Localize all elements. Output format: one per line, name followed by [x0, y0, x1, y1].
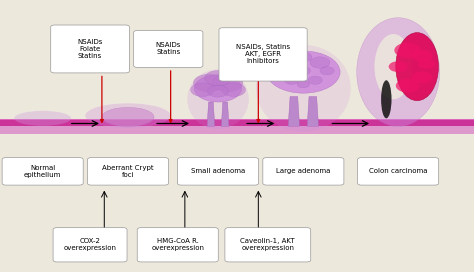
Ellipse shape — [297, 81, 310, 88]
FancyBboxPatch shape — [225, 228, 311, 262]
FancyBboxPatch shape — [177, 158, 259, 185]
Bar — [0, 119, 474, 120]
Ellipse shape — [14, 111, 71, 126]
Ellipse shape — [296, 67, 310, 75]
Ellipse shape — [191, 83, 214, 97]
FancyBboxPatch shape — [357, 158, 439, 185]
Ellipse shape — [205, 70, 231, 86]
Ellipse shape — [194, 75, 242, 102]
Ellipse shape — [208, 85, 228, 97]
Ellipse shape — [310, 57, 330, 68]
Ellipse shape — [284, 76, 299, 84]
Text: Small adenoma: Small adenoma — [191, 168, 245, 174]
Text: Colon carcinoma: Colon carcinoma — [369, 168, 428, 174]
Ellipse shape — [389, 61, 408, 72]
Polygon shape — [288, 97, 300, 126]
Bar — [0, 126, 474, 134]
Ellipse shape — [308, 76, 322, 84]
Ellipse shape — [256, 45, 351, 132]
Polygon shape — [307, 97, 319, 126]
Ellipse shape — [295, 52, 312, 62]
Text: NSAIDs
Folate
Statins: NSAIDs Folate Statins — [77, 39, 103, 59]
Ellipse shape — [85, 103, 171, 128]
FancyBboxPatch shape — [2, 158, 83, 185]
Ellipse shape — [374, 34, 412, 99]
Ellipse shape — [396, 33, 438, 101]
Ellipse shape — [222, 83, 246, 97]
FancyBboxPatch shape — [53, 228, 127, 262]
Ellipse shape — [411, 72, 432, 84]
Ellipse shape — [102, 107, 154, 126]
Polygon shape — [221, 102, 229, 126]
Ellipse shape — [277, 57, 297, 68]
Ellipse shape — [320, 67, 334, 75]
Ellipse shape — [187, 69, 249, 129]
Ellipse shape — [396, 79, 419, 92]
Text: NSAIDs, Statins
AKT, EGFR
Inhibitors: NSAIDs, Statins AKT, EGFR Inhibitors — [236, 44, 290, 64]
Text: NSAIDs
Statins: NSAIDs Statins — [155, 42, 181, 55]
FancyBboxPatch shape — [263, 158, 344, 185]
Ellipse shape — [266, 51, 340, 93]
Ellipse shape — [356, 18, 439, 126]
Text: HMG-CoA R.
overexpression: HMG-CoA R. overexpression — [151, 238, 204, 251]
Ellipse shape — [273, 67, 287, 75]
Ellipse shape — [193, 74, 224, 92]
Ellipse shape — [394, 43, 421, 58]
Text: Large adenoma: Large adenoma — [276, 168, 330, 174]
Text: COX-2
overexpression: COX-2 overexpression — [64, 238, 117, 251]
Text: Aberrant Crypt
foci: Aberrant Crypt foci — [102, 165, 154, 178]
Polygon shape — [207, 102, 215, 126]
Ellipse shape — [212, 74, 243, 92]
FancyBboxPatch shape — [134, 30, 203, 67]
FancyBboxPatch shape — [219, 28, 307, 81]
Text: Caveolin-1, AKT
overexpression: Caveolin-1, AKT overexpression — [240, 238, 295, 251]
FancyBboxPatch shape — [137, 228, 218, 262]
Ellipse shape — [418, 59, 435, 69]
FancyBboxPatch shape — [51, 25, 129, 73]
FancyBboxPatch shape — [87, 158, 169, 185]
Text: Normal
epithelium: Normal epithelium — [24, 165, 61, 178]
Ellipse shape — [381, 80, 392, 118]
Ellipse shape — [411, 50, 432, 62]
Bar — [0, 120, 474, 126]
